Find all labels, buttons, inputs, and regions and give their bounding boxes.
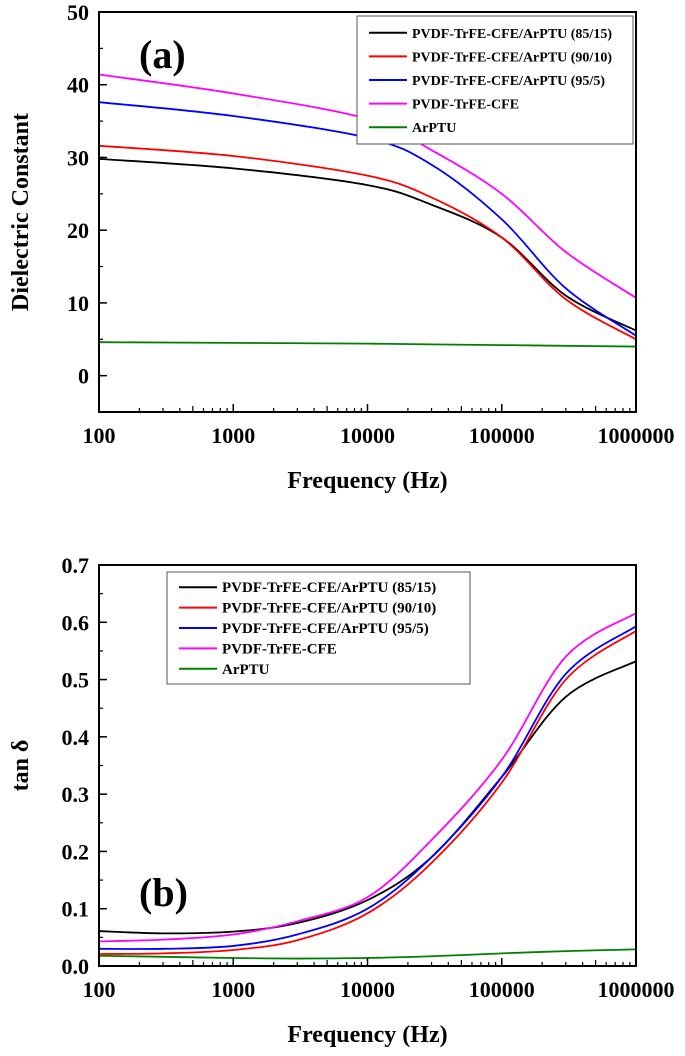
y-tick-label: 10 — [67, 291, 89, 316]
x-tick-label: 100 — [83, 423, 116, 448]
series-line-4 — [98, 948, 637, 960]
panel-label: (b) — [139, 870, 188, 915]
legend-box — [166, 571, 471, 685]
legend: PVDF-TrFE-CFE/ArPTU (85/15) PVDF-TrFE-CFE… — [166, 571, 471, 685]
x-axis-label: Frequency (Hz) — [287, 1022, 447, 1048]
x-axis-label: Frequency (Hz) — [287, 468, 447, 494]
series-line-2 — [98, 625, 637, 950]
legend-entry-1: PVDF-TrFE-CFE/ArPTU (90/10) — [222, 601, 436, 617]
legend-entry-4: ArPTU — [222, 662, 270, 678]
x-tick-label: 100000 — [469, 977, 535, 1002]
x-tick-label: 1000000 — [598, 977, 675, 1002]
y-tick-label: 30 — [67, 145, 89, 170]
series-line-2 — [98, 101, 637, 337]
y-axis-label: tan δ — [8, 740, 34, 792]
y-tick-label: 0.3 — [62, 782, 90, 807]
x-tick-label: 100 — [83, 977, 116, 1002]
panel-a: 100 1000 10000 100000 1000000 0 10 20 30 40 50 Freq… — [8, 0, 675, 494]
y-tick-label: 0.5 — [62, 668, 90, 693]
x-tick-label: 1000 — [211, 977, 255, 1002]
legend: PVDF-TrFE-CFE/ArPTU (85/15) PVDF-TrFE-CFE… — [356, 15, 634, 145]
y-tick-label: 0.0 — [62, 954, 90, 979]
series-line-1 — [98, 144, 637, 341]
x-tick-label: 10000 — [340, 423, 395, 448]
y-axis-label: Dielectric Constant — [8, 113, 34, 311]
legend-entry-1: PVDF-TrFE-CFE/ArPTU (90/10) — [412, 50, 612, 65]
legend-entry-3: PVDF-TrFE-CFE — [222, 641, 337, 657]
series-line-0 — [98, 158, 637, 332]
legend-entry-4: ArPTU — [412, 121, 456, 136]
series-line-4 — [98, 341, 637, 348]
y-tick-label: 0.4 — [62, 725, 90, 750]
y-tick-label: 50 — [67, 0, 89, 25]
y-tick-label: 20 — [67, 218, 89, 243]
series-line-3 — [98, 612, 637, 943]
series-line-0 — [98, 660, 637, 935]
y-tick-label: 0.2 — [62, 839, 90, 864]
legend-entry-2: PVDF-TrFE-CFE/ArPTU (95/5) — [222, 621, 429, 637]
y-tick-label: 0.6 — [62, 610, 90, 635]
legend-entry-0: PVDF-TrFE-CFE/ArPTU (85/15) — [412, 27, 612, 42]
panel-b: 100 1000 10000 100000 1000000 0.0 0.1 0.2 0.3 0.4… — [8, 553, 675, 1048]
x-tick-label: 1000000 — [598, 423, 675, 448]
series-line-3 — [98, 73, 637, 299]
legend-entry-3: PVDF-TrFE-CFE — [412, 98, 519, 113]
y-tick-label: 0 — [78, 364, 89, 389]
y-tick-label: 0.7 — [62, 553, 90, 578]
x-tick-label: 10000 — [340, 977, 395, 1002]
y-tick-label: 40 — [67, 73, 89, 98]
series-line-1 — [98, 630, 637, 955]
x-tick-label: 100000 — [469, 423, 535, 448]
legend-entry-2: PVDF-TrFE-CFE/ArPTU (95/5) — [412, 74, 605, 89]
x-tick-label: 1000 — [211, 423, 255, 448]
y-tick-label: 0.1 — [62, 897, 90, 922]
legend-entry-0: PVDF-TrFE-CFE/ArPTU (85/15) — [222, 580, 436, 596]
panel-label: (a) — [139, 32, 186, 77]
